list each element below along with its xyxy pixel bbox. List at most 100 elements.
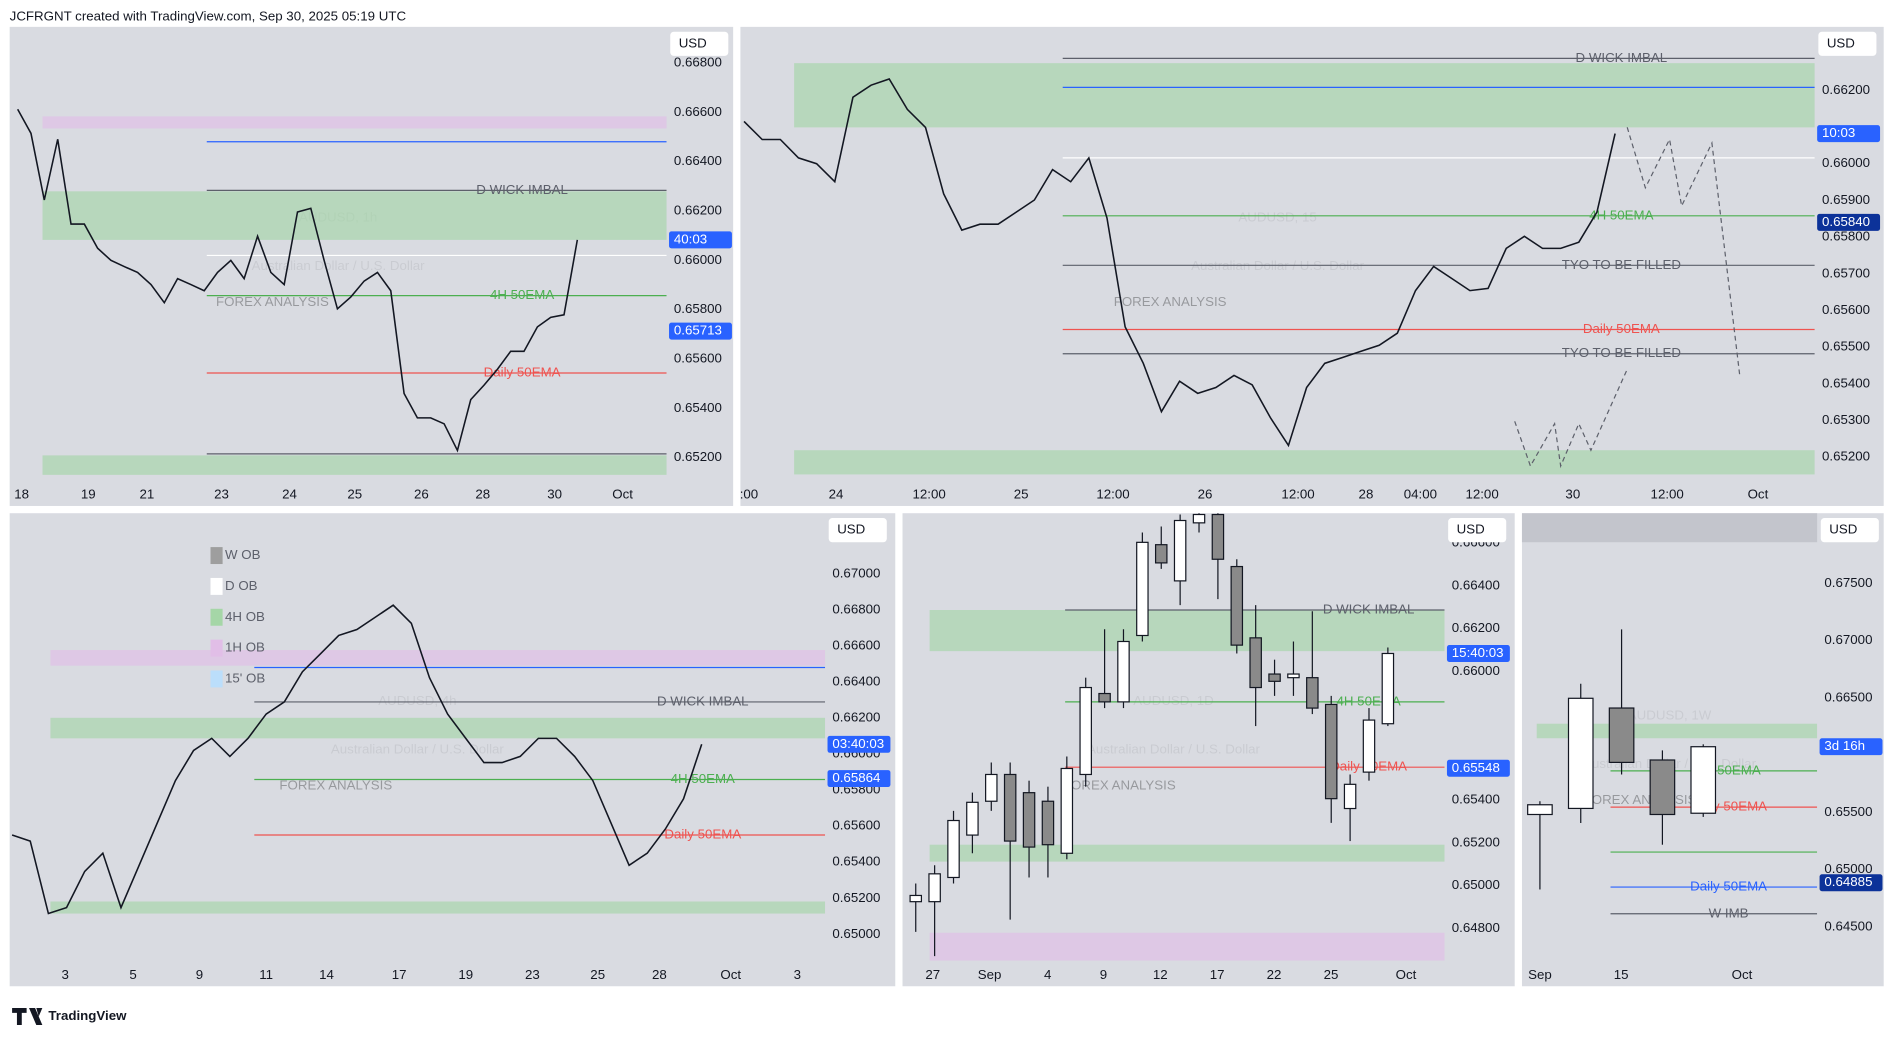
y-tick-label: 0.65200	[674, 449, 722, 464]
y-tick-label: 0.67000	[832, 565, 880, 580]
y-tick-label: 0.66200	[674, 203, 722, 218]
candle-body	[985, 773, 998, 802]
currency-box	[1818, 31, 1877, 56]
price-label: 0.64885	[1824, 874, 1872, 889]
price-label-box	[1819, 874, 1883, 892]
x-tick-label: 17	[392, 967, 407, 982]
x-tick-label: 19	[458, 967, 473, 982]
x-tick-label: 15	[1614, 967, 1629, 982]
x-tick-label: 19	[81, 487, 96, 502]
countdown-box	[1446, 645, 1510, 662]
level-label: D WICK IMBAL	[1576, 50, 1668, 65]
order-block-zone	[42, 116, 667, 129]
x-tick-label: 12	[1153, 967, 1168, 982]
brand-watermark: FOREX ANALYSIS	[1114, 294, 1227, 309]
level-label: Daily 50EMA	[664, 826, 741, 841]
x-tick-label: 9	[1100, 967, 1107, 982]
x-tick-label: 30	[547, 487, 562, 502]
candle-body	[1527, 804, 1553, 816]
y-tick-label: 0.65800	[1822, 229, 1870, 244]
level-label: Daily 50EMA	[1583, 321, 1660, 336]
legend-swatch	[210, 547, 223, 565]
countdown-box	[669, 231, 732, 249]
y-tick-label: 0.65300	[1822, 412, 1870, 427]
x-tick-label: 14	[319, 967, 334, 982]
y-tick-label: 0.66800	[674, 55, 722, 70]
chart-panel: AUDUSD, 1hAustralian Dollar / U.S. Dolla…	[9, 26, 734, 506]
legend-label: 15' OB	[225, 670, 265, 685]
x-tick-label: 30	[1565, 487, 1580, 502]
x-tick-label: 17	[1210, 967, 1225, 982]
y-tick-label: 0.65700	[1822, 265, 1870, 280]
candle-body	[1060, 767, 1074, 854]
countdown-label: 40:03	[674, 231, 707, 246]
order-block-zone	[50, 901, 826, 914]
currency-label: USD	[1827, 35, 1855, 50]
x-tick-label: 12:00	[1465, 487, 1498, 502]
price-line	[16, 108, 579, 453]
candle-body	[966, 801, 979, 836]
y-tick-label: 0.65600	[674, 350, 722, 365]
y-tick-label: 0.66200	[1822, 82, 1870, 97]
x-tick-label: 5	[129, 967, 136, 982]
candle-body	[1268, 673, 1281, 682]
candle-body	[1173, 519, 1187, 582]
x-tick-label: 4	[1044, 967, 1051, 982]
x-tick-label: 24	[282, 487, 297, 502]
x-tick-label: Sep	[1528, 967, 1552, 982]
brand-watermark: FOREX ANALYSIS	[216, 294, 329, 309]
level-label: D WICK IMBAL	[1323, 602, 1415, 617]
x-tick-label: Oct	[1732, 967, 1753, 982]
level-label: D WICK IMBAL	[657, 693, 749, 708]
chart-panel: AUDUSD, 1D Australian Dollar / U.S. Dolla…	[902, 513, 1515, 987]
level-label: 4H 50EMA	[671, 771, 735, 786]
level-label: 4H 50EMA	[1589, 207, 1653, 222]
candle-body	[1230, 565, 1244, 646]
y-tick-label: 0.66200	[832, 710, 880, 725]
x-tick-label: 25	[347, 487, 362, 502]
x-tick-label: Sep	[978, 967, 1002, 982]
y-tick-label: 0.66400	[1452, 577, 1500, 592]
y-tick-label: 0.65600	[1822, 302, 1870, 317]
y-tick-label: 0.65000	[1824, 861, 1872, 876]
countdown-label: 3d 16h	[1824, 738, 1865, 753]
currency-label: USD	[1457, 522, 1485, 537]
candle-body	[1324, 703, 1338, 800]
y-tick-label: 0.65200	[1822, 449, 1870, 464]
candle-body	[1154, 544, 1168, 564]
y-tick-label: 0.66000	[674, 252, 722, 267]
y-tick-label: 0.65200	[1452, 834, 1500, 849]
plot-area: AUDUSD, 4h Australian Dollar / U.S. Dolla…	[11, 604, 826, 915]
level-label: D WICK IMBAL	[476, 182, 568, 197]
y-tick-label: 0.65400	[1822, 375, 1870, 390]
order-block-zone	[42, 455, 667, 475]
plot-area: AUDUSD, 1hAustralian Dollar / U.S. Dolla…	[16, 108, 667, 475]
y-tick-label: 0.65000	[832, 926, 880, 941]
candle-body	[947, 819, 960, 879]
y-tick-label: 0.65000	[1452, 877, 1500, 892]
x-tick-label: 12:00	[1096, 487, 1129, 502]
y-tick-label: 0.65500	[1822, 339, 1870, 354]
legend-label: W OB	[225, 547, 261, 562]
order-block-zone	[42, 191, 667, 240]
watermark: AUDUSD, 1D	[1133, 693, 1214, 708]
candle-body	[1306, 677, 1319, 709]
candle-body	[909, 894, 923, 903]
y-tick-label: 0.65200	[832, 890, 880, 905]
watermark-subtitle: Australian Dollar / U.S. Dollar	[252, 258, 425, 273]
plot-area: AUDUSD, 1D Australian Dollar / U.S. Dolla…	[909, 513, 1445, 961]
currency-label: USD	[1829, 522, 1857, 537]
price-label-box	[1817, 213, 1881, 231]
x-tick-label: :00	[740, 487, 759, 502]
x-tick-label: 11	[259, 967, 273, 982]
y-tick-label: 0.65400	[1452, 791, 1500, 806]
x-tick-label: 3	[794, 967, 801, 982]
x-tick-label: 23	[214, 487, 229, 502]
y-tick-label: 0.66800	[832, 601, 880, 616]
legend-swatch	[210, 608, 223, 626]
order-block-zone	[50, 717, 826, 739]
level-label: W IMB	[1709, 905, 1749, 920]
order-block-zone	[794, 63, 1815, 128]
